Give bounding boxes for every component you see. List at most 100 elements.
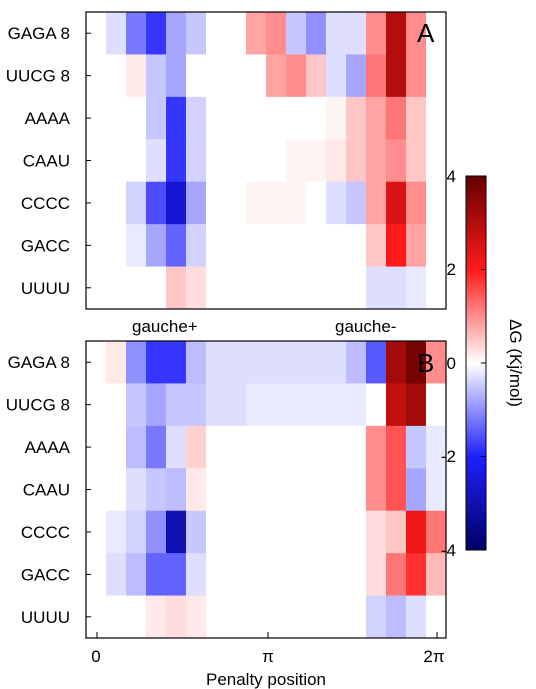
- heatmap-cell-a-r2-c5: [186, 96, 207, 140]
- heatmap-cell-a-r1-c14: [366, 54, 387, 98]
- heatmap-cell-b-r3-c8: [246, 468, 267, 512]
- heatmap-cell-b-r2-c6: [206, 425, 227, 469]
- heatmap-cell-a-r1-c16: [406, 54, 427, 98]
- heatmap-cell-a-r1-c2: [126, 54, 147, 98]
- heatmap-cell-b-r0-c6: [206, 341, 227, 384]
- heatmap-cell-a-r0-c10: [286, 12, 307, 55]
- heatmap-cell-b-r1-c1: [106, 383, 127, 427]
- heatmap-cell-b-r3-c4: [166, 468, 187, 512]
- heatmap-cell-a-r5-c12: [326, 224, 347, 267]
- heatmap-cell-a-r2-c17: [426, 96, 447, 140]
- heatmap-cell-b-r4-c16: [406, 510, 427, 554]
- heatmap-cell-a-r1-c5: [186, 54, 207, 98]
- heatmap-cell-b-r1-c0: [86, 383, 107, 427]
- heatmap-cell-b-r5-c12: [326, 553, 347, 596]
- heatmap-cell-a-r6-c2: [126, 266, 147, 310]
- heatmap-cell-a-r3-c10: [286, 139, 307, 183]
- heatmap-cell-a-r4-c16: [406, 181, 427, 225]
- row-label-a-1: UUCG 8: [6, 67, 70, 86]
- xtick-label-2pi: 2π: [423, 647, 444, 666]
- heatmap-cell-a-r2-c7: [226, 96, 247, 140]
- heatmap-cell-b-r2-c16: [406, 425, 427, 469]
- heatmap-cell-a-r2-c6: [206, 96, 227, 140]
- heatmap-cell-b-r6-c16: [406, 595, 427, 639]
- heatmap-cell-a-r3-c16: [406, 139, 427, 183]
- heatmap-cell-a-r6-c11: [306, 266, 327, 310]
- heatmap-cell-a-r0-c9: [266, 12, 287, 55]
- heatmap-cell-a-r3-c0: [86, 139, 107, 183]
- heatmap-cell-b-r4-c13: [346, 510, 367, 554]
- heatmap-cell-a-r4-c9: [266, 181, 287, 225]
- heatmap-cell-b-r4-c0: [86, 510, 107, 554]
- heatmap-cell-b-r5-c9: [266, 553, 287, 596]
- heatmap-cell-a-r2-c0: [86, 96, 107, 140]
- colorbar-tick-neg4: -4: [441, 541, 456, 560]
- heatmap-cell-b-r0-c10: [286, 341, 307, 384]
- heatmap-cell-a-r0-c11: [306, 12, 327, 55]
- heatmap-cell-b-r4-c8: [246, 510, 267, 554]
- heatmap-cell-a-r4-c6: [206, 181, 227, 225]
- heatmap-cell-b-r1-c10: [286, 383, 307, 427]
- heatmap-cell-a-r4-c3: [146, 181, 167, 225]
- heatmap-cell-a-r2-c1: [106, 96, 127, 140]
- heatmap-cell-a-r4-c5: [186, 181, 207, 225]
- heatmap-cell-a-r2-c16: [406, 96, 427, 140]
- heatmap-cell-b-r1-c15: [386, 383, 407, 427]
- heatmap-cell-b-r6-c12: [326, 595, 347, 639]
- heatmap-cell-b-r4-c2: [126, 510, 147, 554]
- colorbar-tick-0: 0: [447, 354, 456, 373]
- heatmap-cell-a-r2-c13: [346, 96, 367, 140]
- heatmap-cell-b-r1-c12: [326, 383, 347, 427]
- heatmap-cell-a-r5-c6: [206, 224, 227, 267]
- heatmap-cell-a-r1-c7: [226, 54, 247, 98]
- heatmap-cell-a-r6-c7: [226, 266, 247, 310]
- heatmap-cell-a-r5-c11: [306, 224, 327, 267]
- heatmap-cell-b-r6-c11: [306, 595, 327, 639]
- heatmap-cell-b-r5-c8: [246, 553, 267, 596]
- heatmap-cell-a-r1-c3: [146, 54, 167, 98]
- heatmap-cell-a-r4-c12: [326, 181, 347, 225]
- xtick-label-pi: π: [262, 647, 274, 666]
- heatmap-cell-b-r6-c5: [186, 595, 207, 639]
- heatmap-cell-a-r2-c3: [146, 96, 167, 140]
- heatmap-cell-b-r3-c1: [106, 468, 127, 512]
- heatmap-cell-a-r5-c9: [266, 224, 287, 267]
- heatmap-cell-a-r1-c17: [426, 54, 447, 98]
- heatmap-cell-b-r0-c17: [426, 341, 447, 384]
- heatmap-cell-a-r5-c4: [166, 224, 187, 267]
- heatmap-cell-b-r4-c7: [226, 510, 247, 554]
- heatmap-cell-b-r1-c2: [126, 383, 147, 427]
- heatmap-cell-b-r2-c14: [366, 425, 387, 469]
- heatmap-cell-a-r3-c12: [326, 139, 347, 183]
- heatmap-cell-b-r2-c11: [306, 425, 327, 469]
- heatmap-cell-a-r0-c16: [406, 12, 427, 55]
- x-axis-label: Penalty position: [206, 670, 326, 689]
- heatmap-cell-b-r2-c3: [146, 425, 167, 469]
- heatmap-cell-a-r1-c13: [346, 54, 367, 98]
- heatmap-cell-a-r0-c0: [86, 12, 107, 55]
- heatmap-cell-b-r6-c1: [106, 595, 127, 639]
- heatmap-cell-a-r5-c3: [146, 224, 167, 267]
- heatmap-cell-a-r0-c15: [386, 12, 407, 55]
- heatmap-cell-b-r0-c12: [326, 341, 347, 384]
- heatmap-cell-b-r4-c6: [206, 510, 227, 554]
- heatmap-cell-a-r5-c16: [406, 224, 427, 267]
- row-label-b-4: CCCC: [21, 523, 70, 542]
- colorbar-label: ΔG (Kj/mol): [506, 319, 525, 407]
- panel-b: GAGA 8 UUCG 8 AAAA CAAU CCCC GACC UUUU: [6, 341, 447, 639]
- heatmap-cell-a-r6-c9: [266, 266, 287, 310]
- heatmap-cell-b-r0-c0: [86, 341, 107, 384]
- heatmap-cell-a-r5-c14: [366, 224, 387, 267]
- heatmap-cell-b-r2-c8: [246, 425, 267, 469]
- heatmap-cell-a-r3-c7: [226, 139, 247, 183]
- heatmap-cell-a-r2-c8: [246, 96, 267, 140]
- heatmap-cell-a-r5-c0: [86, 224, 107, 267]
- heatmap-cell-a-r6-c13: [346, 266, 367, 310]
- heatmap-cell-a-r0-c8: [246, 12, 267, 55]
- heatmap-cell-a-r2-c15: [386, 96, 407, 140]
- heatmap-cell-b-r4-c9: [266, 510, 287, 554]
- row-label-a-2: AAAA: [25, 109, 71, 128]
- heatmap-cell-a-r6-c10: [286, 266, 307, 310]
- heatmap-cell-b-r2-c10: [286, 425, 307, 469]
